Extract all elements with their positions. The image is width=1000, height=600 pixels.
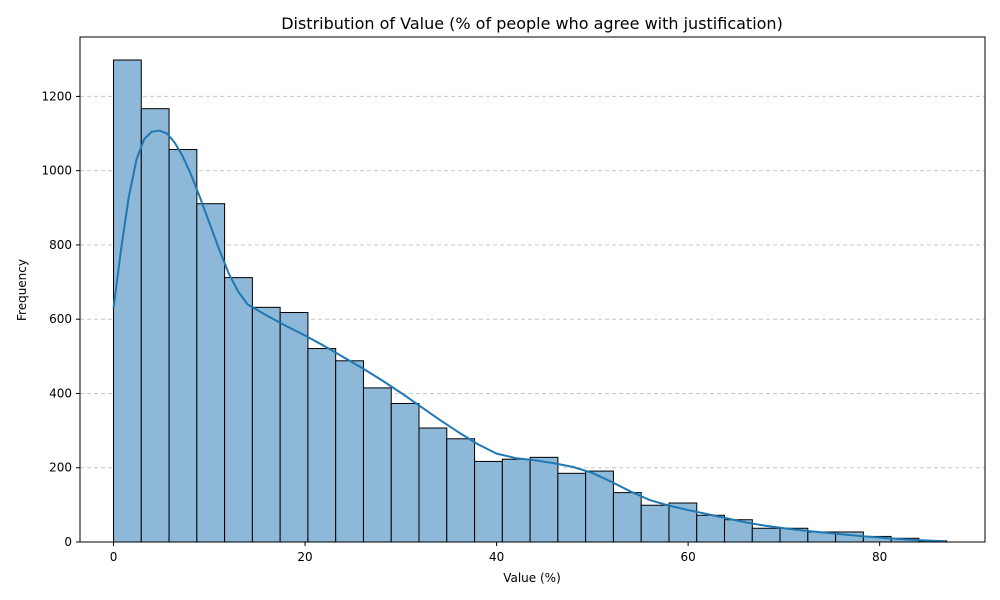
y-tick-label: 400 — [49, 386, 72, 400]
x-tick-label: 20 — [297, 550, 312, 564]
histogram-bar — [501, 458, 531, 543]
histogram-bar — [474, 460, 503, 543]
plot-frame — [79, 36, 986, 543]
x-axis-label: Value (%) — [503, 571, 561, 585]
x-tick-label: 40 — [489, 550, 504, 564]
histogram-bar — [529, 456, 559, 543]
histogram-bars — [113, 59, 948, 543]
histogram-bar — [612, 492, 642, 543]
kde-curve-group — [112, 129, 946, 543]
y-tick-label: 200 — [49, 461, 72, 475]
kde-curve — [112, 129, 946, 543]
histogram-bar — [168, 149, 198, 543]
histogram-bar — [640, 504, 670, 543]
histogram-bar — [696, 514, 726, 543]
histogram-bar — [390, 402, 420, 543]
histogram-bar — [140, 108, 170, 543]
histogram-bar — [279, 312, 309, 543]
histogram-bar — [335, 360, 364, 543]
histogram-bar — [557, 472, 587, 543]
histogram-bar — [251, 306, 281, 543]
y-tick-label: 800 — [49, 238, 72, 252]
x-tick-label: 80 — [872, 550, 887, 564]
y-axis-label: Frequency — [15, 259, 29, 321]
histogram-bar — [113, 59, 142, 543]
y-tick-label: 1200 — [41, 89, 72, 103]
x-axis-ticks: 0 20 40 60 80 — [110, 542, 887, 564]
histogram-bar — [446, 438, 476, 543]
histogram-bar — [196, 203, 226, 543]
y-tick-label: 0 — [64, 535, 72, 549]
histogram-bar — [362, 387, 392, 543]
y-tick-label: 1000 — [41, 164, 72, 178]
chart-title: Distribution of Value (% of people who a… — [281, 14, 783, 33]
x-tick-label: 0 — [110, 550, 118, 564]
y-axis-ticks: 0 200 400 600 800 1000 1200 — [41, 89, 80, 549]
x-tick-label: 60 — [680, 550, 695, 564]
histogram-bar — [307, 348, 337, 543]
histogram-bar — [224, 277, 253, 543]
histogram-bar — [418, 427, 448, 543]
y-tick-label: 600 — [49, 312, 72, 326]
histogram-bar — [751, 527, 781, 543]
